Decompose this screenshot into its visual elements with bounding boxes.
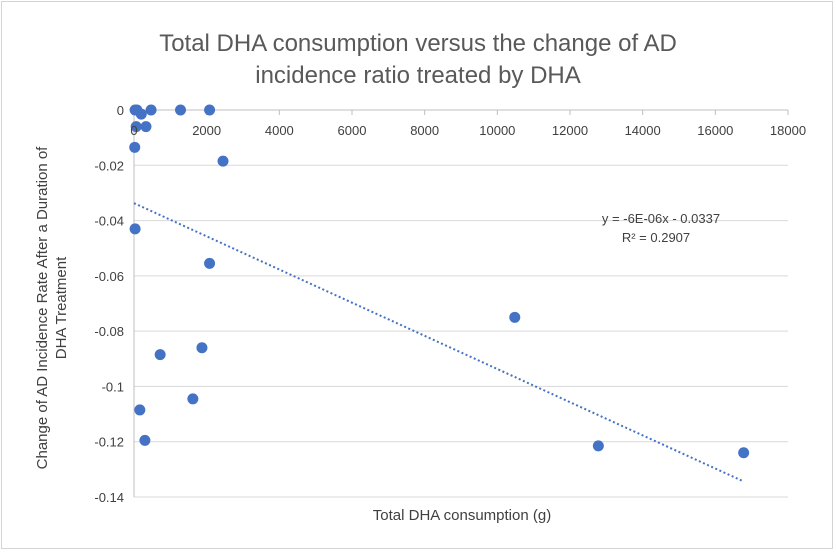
- y-tick-label: 0: [117, 103, 124, 118]
- data-points: [129, 104, 750, 459]
- gridlines: [134, 164, 788, 498]
- trendline-equation: y = -6E-06x - 0.0337: [602, 211, 720, 226]
- data-point-16: [139, 434, 151, 446]
- trendline-r-squared: R² = 0.2907: [622, 230, 690, 245]
- data-point-7: [140, 121, 152, 133]
- y-tick-label: -0.02: [94, 158, 124, 173]
- chart-title-line-1: Total DHA consumption versus the change …: [159, 30, 677, 57]
- data-point-6: [130, 121, 142, 133]
- data-point-17: [509, 311, 521, 323]
- data-point-19: [738, 447, 750, 459]
- data-point-8: [129, 141, 141, 153]
- y-tick-label: -0.08: [94, 324, 124, 339]
- x-tick-label: 2000: [192, 123, 221, 138]
- x-tick-label: 8000: [410, 123, 439, 138]
- data-point-3: [145, 104, 157, 116]
- data-point-11: [204, 257, 216, 269]
- data-point-13: [196, 342, 208, 354]
- y-axis-title-line-2: DHA Treatment: [53, 256, 70, 359]
- x-tick-label: 10000: [479, 123, 515, 138]
- data-point-9: [217, 155, 229, 167]
- data-point-4: [175, 104, 187, 116]
- chart-title-line-2: incidence ratio treated by DHA: [255, 62, 581, 89]
- axes: [133, 109, 789, 497]
- y-tick-label: -0.06: [94, 269, 124, 284]
- y-axis-title-line-1: Change of AD Incidence Rate After a Dura…: [34, 146, 51, 470]
- tick-labels: 0 2000 4000 6000 8000 10000 12000 14000 16000 180…: [94, 103, 806, 505]
- data-point-18: [592, 440, 604, 452]
- x-tick-label: 6000: [338, 123, 367, 138]
- trendline-group: [133, 202, 745, 483]
- y-tick-label: -0.04: [94, 214, 124, 229]
- x-tick-label: 12000: [552, 123, 588, 138]
- data-point-12: [154, 349, 166, 361]
- x-tick-label: 16000: [697, 123, 733, 138]
- x-tick-label: 18000: [770, 123, 806, 138]
- data-point-10: [129, 223, 141, 235]
- y-tick-label: -0.12: [94, 435, 124, 450]
- data-point-2: [135, 108, 147, 120]
- x-axis-title: Total DHA consumption (g): [373, 507, 551, 524]
- x-tick-label: 0: [130, 123, 137, 138]
- data-point-15: [134, 404, 146, 416]
- x-tick-label: 14000: [625, 123, 661, 138]
- x-tick-label: 4000: [265, 123, 294, 138]
- data-point-5: [204, 104, 216, 116]
- y-tick-label: -0.14: [94, 490, 124, 505]
- trendline: [133, 202, 745, 483]
- y-tick-label: -0.1: [102, 379, 124, 394]
- data-point-14: [187, 393, 199, 405]
